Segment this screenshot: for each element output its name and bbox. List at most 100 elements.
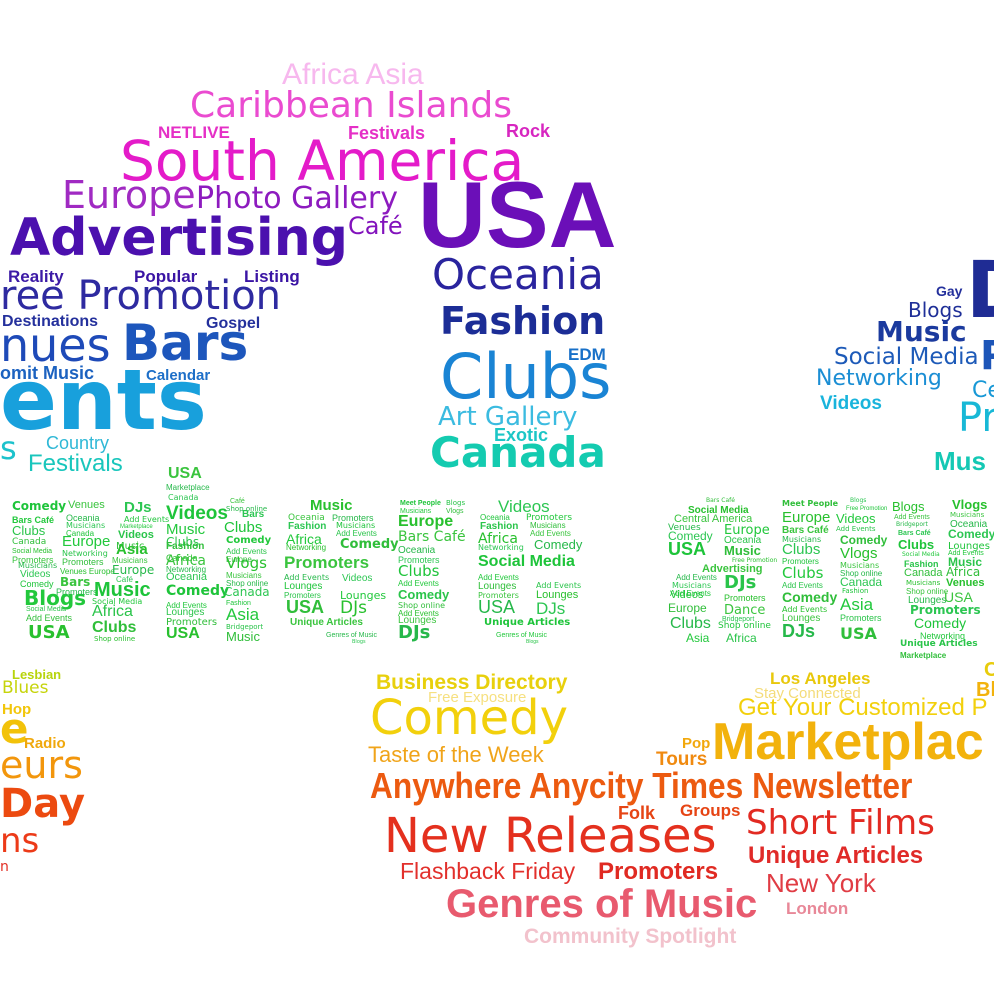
band-word: Canada [224,585,270,599]
band-word: Comedy [166,583,230,599]
band-word: Networking [920,631,966,641]
band-word: Music [724,543,761,558]
band-word: Clubs [398,562,440,580]
band-word: Fashion [226,600,251,607]
band-word: Blogs [850,497,867,504]
word-country: Country [46,433,110,453]
band-word: Free Promotion [732,557,778,564]
band-word: Oceania [166,571,207,583]
band-word: Clubs [12,523,46,538]
band-word: Promoters [12,555,54,565]
band-word: Musicians [336,521,376,530]
band-word: Lounges [340,589,387,602]
word-advertising: Advertising [10,208,348,268]
word-radio: Radio [24,735,66,752]
band-word: Asia [226,605,260,624]
band-word: Videos [118,529,154,541]
word-oceania: Oceania [432,250,604,299]
word-c-fragment: C [984,659,994,681]
band-word: USA [478,597,516,617]
band-word: Clubs [224,519,263,536]
word-submit-music: omit Music [0,363,95,383]
word-groups: Groups [680,801,741,820]
word-gospel: Gospel [206,315,261,332]
band-word: Venues [68,499,105,511]
band-word: Social Media [688,505,749,516]
band-word: Fashion [166,541,205,552]
word-south-america: South America [120,129,525,193]
band-word: Bars Café [398,529,466,545]
band-word: Comedy [782,589,838,605]
band-word: Dance [724,603,766,618]
band-word: Bridgeport [226,623,264,631]
band-word: DJs [340,598,367,618]
band-word: Shop online [94,635,136,643]
band-word: Canada [166,553,198,563]
word-p-fragment: P [980,336,994,376]
band-word: Add Events [336,529,377,538]
band-word: Promoters [332,513,374,523]
word-free-promotion: ree Promotion [0,273,282,319]
band-word: Marketplace [120,524,153,530]
band-word: Café [116,575,133,584]
band-word: Clubs [166,535,200,549]
band-word: Add Events [948,550,984,557]
band-word: USA [168,465,202,482]
band-word: Musicians [672,581,712,590]
band-word: Clubs [782,541,821,558]
band-word: Comedy [948,527,994,541]
word-london: London [786,899,849,918]
word-get-customized: Get Your Customized P [738,694,988,721]
band-word: Vlogs [226,554,267,572]
band-word: Marketplace [166,483,210,492]
band-word: Venues Europe [60,567,115,576]
band-word: Africa [946,565,981,579]
word-photo-gallery: Photo Gallery [196,181,398,216]
band-word: Promoters [56,587,98,597]
word-usa-big: USA [418,162,617,267]
band-word: Oceania [950,519,988,530]
band-word: Europe [668,601,707,615]
band-word: Musicians [782,535,822,544]
band-word: Music [310,497,353,514]
word-reality: Reality [8,267,64,286]
word-s-fragment: s [0,429,17,467]
word-festivals-left: Festivals [28,450,123,477]
word-marketplace: Marketplac [712,713,984,771]
band-word: Blogs [446,499,466,507]
band-word: Music [116,541,145,552]
band-word: Comedy [914,615,967,631]
band-word: Unique Articles [484,617,571,628]
band-word: Add Events [894,514,930,521]
band-word: Shop online [226,579,269,588]
word-caribbean-islands: Caribbean Islands [190,85,513,126]
band-word: Advertising [702,563,763,575]
band-word: Blogs [352,639,366,645]
band-word: Africa [92,603,133,620]
band-word: Bars Café [782,525,829,536]
band-word: Comedy [668,529,713,543]
band-word: Networking [286,543,327,552]
band-word: Add Events [226,547,267,556]
word-los-angeles: Los Angeles [770,669,871,688]
band-word: Shop online [718,621,771,631]
word-netlive: NETLIVE [158,123,230,142]
band-word: Oceania [724,535,762,546]
word-new-york: New York [766,868,876,898]
band-word: Add Events [676,573,717,582]
band-word: Networking [62,549,108,558]
word-networking-right: Networking [816,366,942,391]
word-cafe: Café [348,212,403,240]
band-word: Promoters [284,591,321,600]
band-word: Lounges [284,581,323,592]
band-word: Vlogs [446,508,464,515]
word-taste-of-the-week: Taste of the Week [368,742,544,767]
word-edm: EDM [568,345,606,364]
word-short-films: Short Films [746,803,935,843]
band-word: Meet People [400,500,441,507]
band-word: Networking [166,565,207,574]
band-word: Canada [840,575,883,589]
band-word: Social Media [12,548,53,555]
band-word: Vlogs [840,545,878,562]
